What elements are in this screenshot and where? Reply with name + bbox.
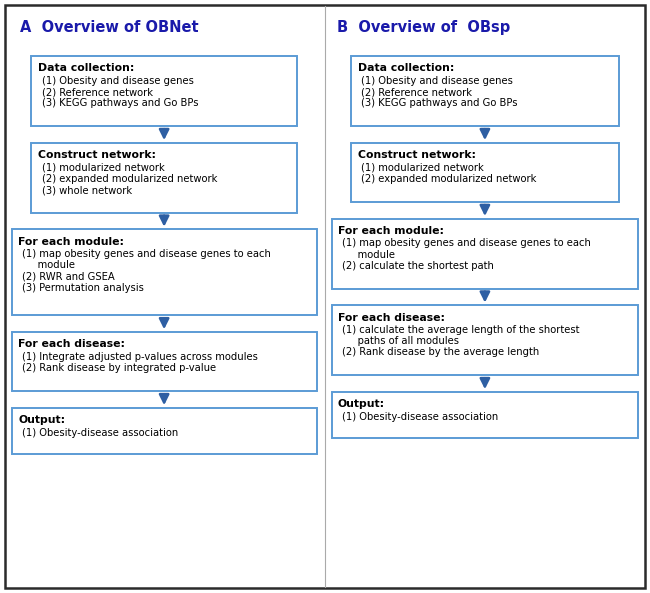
Text: (1) modularized network: (1) modularized network (361, 162, 484, 173)
FancyBboxPatch shape (5, 5, 645, 588)
Text: Data collection:: Data collection: (358, 63, 454, 74)
FancyBboxPatch shape (351, 143, 619, 202)
Text: (3) KEGG pathways and Go BPs: (3) KEGG pathways and Go BPs (361, 98, 518, 109)
Text: For each disease:: For each disease: (18, 339, 125, 349)
Text: (1) Obesity and disease genes: (1) Obesity and disease genes (361, 76, 514, 86)
FancyBboxPatch shape (12, 408, 317, 454)
Text: (2) expanded modularized network: (2) expanded modularized network (42, 174, 217, 184)
Text: (1) Obesity-disease association: (1) Obesity-disease association (342, 412, 498, 422)
Text: module: module (22, 260, 75, 270)
Text: Construct network:: Construct network: (38, 150, 156, 160)
Text: (1) Integrate adjusted p-values across modules: (1) Integrate adjusted p-values across m… (22, 352, 258, 362)
Text: (3) whole network: (3) whole network (42, 185, 132, 195)
Text: paths of all modules: paths of all modules (342, 336, 459, 346)
FancyBboxPatch shape (31, 56, 297, 126)
Text: (2) RWR and GSEA: (2) RWR and GSEA (22, 272, 115, 282)
FancyBboxPatch shape (31, 143, 297, 213)
Text: B  Overview of  OBsp: B Overview of OBsp (337, 20, 510, 35)
Text: A  Overview of OBNet: A Overview of OBNet (20, 20, 198, 35)
FancyBboxPatch shape (332, 219, 638, 289)
Text: (2) Rank disease by the average length: (2) Rank disease by the average length (342, 347, 539, 358)
Text: For each module:: For each module: (18, 237, 124, 247)
Text: (3) Permutation analysis: (3) Permutation analysis (22, 283, 144, 293)
Text: (1) Obesity and disease genes: (1) Obesity and disease genes (42, 76, 194, 86)
Text: (2) calculate the shortest path: (2) calculate the shortest path (342, 261, 494, 271)
FancyBboxPatch shape (12, 332, 317, 391)
Text: Construct network:: Construct network: (358, 150, 476, 160)
Text: (2) Reference network: (2) Reference network (361, 87, 473, 97)
Text: module: module (342, 250, 395, 260)
Text: Output:: Output: (338, 399, 385, 409)
FancyBboxPatch shape (351, 56, 619, 126)
Text: For each disease:: For each disease: (338, 313, 445, 323)
Text: (3) KEGG pathways and Go BPs: (3) KEGG pathways and Go BPs (42, 98, 198, 109)
FancyBboxPatch shape (12, 229, 317, 315)
Text: (2) expanded modularized network: (2) expanded modularized network (361, 174, 537, 184)
Text: (2) Rank disease by integrated p-value: (2) Rank disease by integrated p-value (22, 363, 216, 373)
Text: (1) modularized network: (1) modularized network (42, 162, 164, 173)
Text: For each module:: For each module: (338, 226, 444, 236)
Text: (1) map obesity genes and disease genes to each: (1) map obesity genes and disease genes … (22, 249, 271, 259)
Text: (2) Reference network: (2) Reference network (42, 87, 153, 97)
Text: (1) calculate the average length of the shortest: (1) calculate the average length of the … (342, 325, 579, 335)
Text: (1) Obesity-disease association: (1) Obesity-disease association (22, 428, 178, 438)
FancyBboxPatch shape (332, 305, 638, 375)
FancyBboxPatch shape (332, 392, 638, 438)
Text: Data collection:: Data collection: (38, 63, 134, 74)
Text: (1) map obesity genes and disease genes to each: (1) map obesity genes and disease genes … (342, 238, 591, 248)
Text: Output:: Output: (18, 415, 65, 425)
